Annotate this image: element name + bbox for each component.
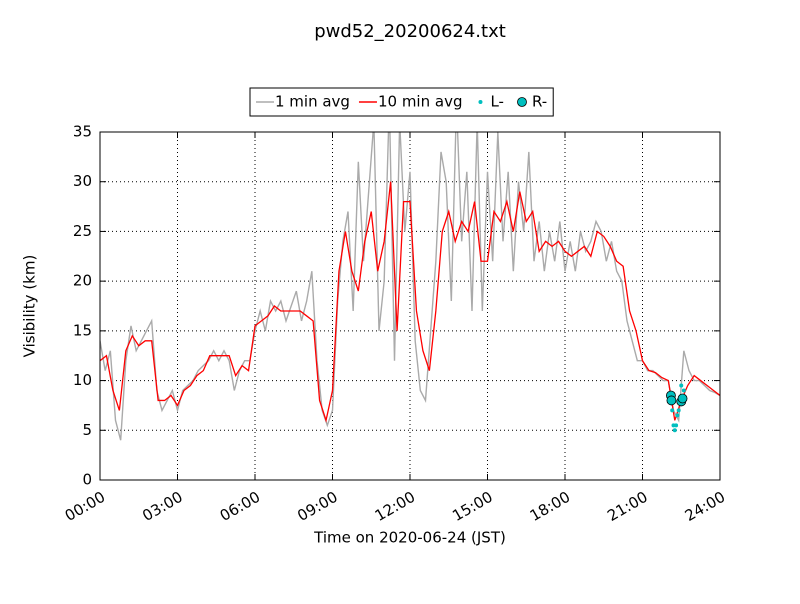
legend: 1 min avg 10 min avg L- R- bbox=[249, 87, 554, 117]
legend-box bbox=[249, 87, 554, 117]
y-tick-label: 0 bbox=[82, 471, 92, 489]
data-point bbox=[675, 413, 680, 418]
data-point bbox=[679, 383, 684, 388]
data-point bbox=[666, 395, 677, 406]
y-tick-label: 25 bbox=[73, 222, 92, 240]
data-point bbox=[676, 408, 681, 413]
y-tick-label: 15 bbox=[73, 321, 92, 339]
series-line bbox=[100, 181, 720, 423]
data-point bbox=[681, 388, 686, 393]
chart-title: pwd52_20200624.txt bbox=[314, 21, 506, 42]
y-tick-label: 20 bbox=[73, 272, 92, 290]
plot-frame bbox=[99, 131, 721, 481]
y-tick-label: 10 bbox=[73, 371, 92, 389]
y-tick-label: 5 bbox=[82, 421, 92, 439]
legend-swatch bbox=[478, 100, 483, 104]
legend-label: 10 min avg bbox=[378, 93, 463, 111]
data-point bbox=[677, 393, 688, 404]
data-point bbox=[674, 423, 679, 428]
legend-label: L- bbox=[490, 93, 504, 111]
legend-label: R- bbox=[532, 93, 547, 111]
series-line bbox=[100, 132, 720, 441]
data-point bbox=[670, 408, 675, 413]
data-point bbox=[672, 428, 677, 433]
x-axis-label: Time on 2020-06-24 (JST) bbox=[313, 529, 506, 547]
y-axis-label: Visibility (km) bbox=[21, 255, 39, 358]
legend-swatch bbox=[517, 97, 527, 107]
y-tick-label: 30 bbox=[73, 172, 92, 190]
legend-label: 1 min avg bbox=[275, 93, 350, 111]
y-tick-label: 35 bbox=[73, 123, 92, 141]
series-group bbox=[100, 132, 720, 441]
